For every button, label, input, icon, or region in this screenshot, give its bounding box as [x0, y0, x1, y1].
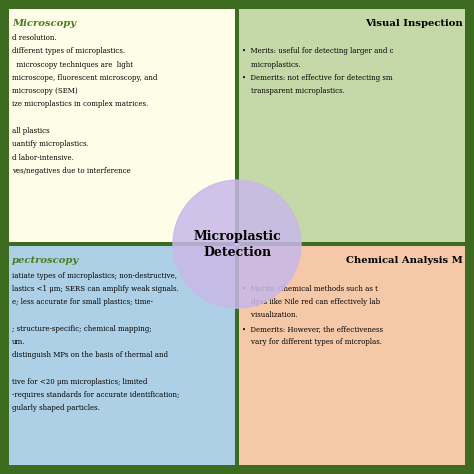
Text: microscope, fluorescent microscopy, and: microscope, fluorescent microscopy, and: [12, 74, 157, 82]
Text: •  Demerits: not effective for detecting sm: • Demerits: not effective for detecting …: [242, 74, 393, 82]
Text: lastics <1 μm; SERS can amplify weak signals.: lastics <1 μm; SERS can amplify weak sig…: [12, 285, 179, 293]
Circle shape: [236, 243, 238, 246]
Circle shape: [236, 243, 238, 245]
Text: distinguish MPs on the basis of thermal and: distinguish MPs on the basis of thermal …: [12, 351, 168, 359]
FancyBboxPatch shape: [9, 246, 235, 465]
Text: uantify microplastics.: uantify microplastics.: [12, 140, 89, 148]
Circle shape: [236, 243, 238, 246]
FancyBboxPatch shape: [239, 9, 465, 242]
Circle shape: [236, 243, 238, 245]
Text: visualization.: visualization.: [242, 311, 298, 319]
Circle shape: [236, 243, 238, 245]
Circle shape: [236, 243, 238, 246]
Text: Microplastic
Detection: Microplastic Detection: [193, 229, 281, 259]
Circle shape: [236, 243, 238, 245]
Text: microscopy (SEM): microscopy (SEM): [12, 87, 77, 95]
Text: transparent microplastics.: transparent microplastics.: [242, 87, 345, 95]
Circle shape: [236, 243, 238, 245]
Text: vary for different types of microplas.: vary for different types of microplas.: [242, 338, 382, 346]
Text: iatiate types of microplastics; non-destructive,: iatiate types of microplastics; non-dest…: [12, 272, 177, 280]
Text: microscopy techniques are  light: microscopy techniques are light: [12, 61, 133, 69]
Text: microplastics.: microplastics.: [242, 61, 301, 69]
Text: all plastics: all plastics: [12, 127, 49, 135]
FancyBboxPatch shape: [9, 9, 235, 242]
Text: Microscopy: Microscopy: [12, 19, 76, 28]
Text: gularly shaped particles.: gularly shaped particles.: [12, 404, 100, 412]
Text: d labor-intensive.: d labor-intensive.: [12, 154, 74, 162]
Circle shape: [236, 243, 238, 246]
Text: dyes like Nile red can effectively lab: dyes like Nile red can effectively lab: [242, 298, 381, 306]
FancyBboxPatch shape: [239, 246, 465, 465]
Text: different types of microplastics.: different types of microplastics.: [12, 47, 125, 55]
Circle shape: [236, 243, 238, 245]
Text: •  Merits: useful for detecting larger and c: • Merits: useful for detecting larger an…: [242, 47, 394, 55]
Text: •  Demerits: However, the effectiveness: • Demerits: However, the effectiveness: [242, 325, 383, 333]
Text: um.: um.: [12, 338, 25, 346]
Circle shape: [173, 180, 301, 308]
Text: pectroscopy: pectroscopy: [12, 256, 79, 265]
Circle shape: [236, 243, 238, 246]
Circle shape: [236, 243, 238, 245]
Circle shape: [236, 243, 238, 245]
Text: tive for <20 μm microplastics; limited: tive for <20 μm microplastics; limited: [12, 378, 147, 386]
Text: ; structure-specific; chemical mapping;: ; structure-specific; chemical mapping;: [12, 325, 152, 333]
Circle shape: [236, 243, 238, 246]
Text: d resolution.: d resolution.: [12, 34, 56, 42]
Text: ves/negatives due to interference: ves/negatives due to interference: [12, 167, 131, 175]
Text: Chemical Analysis M: Chemical Analysis M: [346, 256, 463, 265]
Circle shape: [236, 243, 238, 246]
Circle shape: [236, 243, 238, 246]
Text: •  Merits: Chemical methods such as t: • Merits: Chemical methods such as t: [242, 285, 378, 293]
Circle shape: [236, 243, 238, 245]
Text: Visual Inspection: Visual Inspection: [365, 19, 463, 28]
Text: ize microplastics in complex matrices.: ize microplastics in complex matrices.: [12, 100, 148, 109]
Circle shape: [236, 243, 238, 246]
Text: e; less accurate for small plastics; time-: e; less accurate for small plastics; tim…: [12, 298, 153, 306]
Circle shape: [236, 243, 238, 245]
Text: -requires standards for accurate identification;: -requires standards for accurate identif…: [12, 391, 179, 399]
Circle shape: [236, 243, 238, 246]
Circle shape: [236, 243, 238, 246]
Circle shape: [236, 243, 238, 245]
Circle shape: [236, 243, 238, 245]
